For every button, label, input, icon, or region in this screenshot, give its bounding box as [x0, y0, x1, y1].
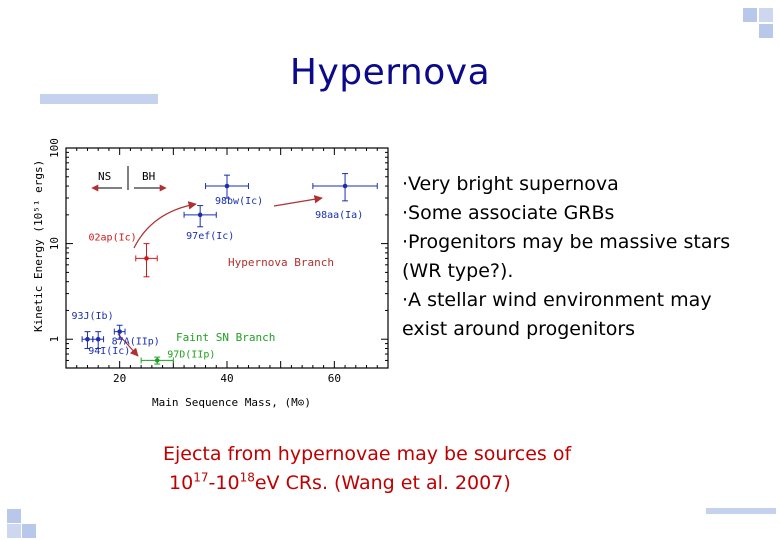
bullet-line: exist around progenitors [402, 318, 636, 340]
bullet-list: ·Very bright supernova ·Some associate G… [402, 170, 772, 344]
point-marker [154, 358, 160, 363]
bullet-line: ·Some associate GRBs [402, 202, 615, 224]
data-point: 98bw(Ic) [205, 174, 263, 207]
caption: Ejecta from hypernovae may be sources of… [163, 440, 571, 498]
y-tick-label: 10 [48, 237, 61, 250]
point-label: 93J(Ib) [71, 311, 113, 322]
data-points: 98bw(Ic) 98aa(Ia) 97ef(Ic) 02ap(Ic) 93J(Ib) 9… [71, 173, 378, 365]
ns-label: NS [98, 170, 111, 183]
point-marker [144, 256, 149, 261]
decor-square-top-right-3 [759, 24, 773, 38]
decor-bar-top-left [40, 94, 158, 104]
y-tick-label: 100 [48, 138, 61, 158]
point-marker [224, 183, 230, 189]
bullet-line: ·A stellar wind environment may [402, 289, 712, 311]
data-point: 97D(IIp) [140, 349, 215, 365]
point-label: 97D(IIp) [167, 349, 215, 360]
point-label: 94I(Ic) [88, 346, 130, 357]
point-label: 97ef(Ic) [186, 231, 234, 242]
bullet-line: ·Progenitors may be massive stars [402, 231, 731, 253]
x-axis-label: Main Sequence Mass, (M⊙) [152, 396, 311, 409]
hypernova-branch-arrow-2 [273, 195, 323, 207]
hypernova-branch-label: Hypernova Branch [228, 256, 334, 269]
bullet-line: ·Very bright supernova [402, 173, 619, 195]
decor-square-bottom-left-3 [22, 524, 36, 538]
faint-branch-label: Faint SN Branch [176, 331, 275, 344]
point-marker [117, 329, 122, 334]
decor-square-top-right-2 [759, 8, 773, 22]
faint-branch-arrow [117, 333, 139, 357]
caption-tail: eV CRs. (Wang et al. 2007) [254, 472, 511, 494]
point-marker [197, 212, 203, 218]
hypernova-branch-arrow-1 [133, 201, 197, 249]
x-tick-label: 40 [220, 372, 233, 385]
hypernova-energy-chart: 20 40 60 1 10 100 Main Sequence Mass, (M⊙) K… [32, 138, 389, 409]
point-marker [95, 336, 101, 342]
caption-base-2: 10 [215, 472, 240, 494]
y-axis-label: Kinetic Energy (10⁵¹ ergs) [32, 160, 45, 332]
slide-title: Hypernova [289, 52, 491, 93]
data-point: 87A(IIp) [112, 324, 160, 348]
x-tick-label: 60 [328, 372, 341, 385]
bullet-line: (WR type?). [402, 260, 514, 282]
point-label: 98bw(Ic) [215, 196, 263, 207]
bh-label: BH [142, 170, 155, 183]
y-tick-label: 1 [48, 336, 61, 343]
caption-line-2: 1017-1018eV CRs. (Wang et al. 2007) [163, 469, 571, 498]
caption-dash: - [208, 472, 216, 494]
data-point: 93J(Ib) [71, 311, 114, 349]
data-point: 97ef(Ic) [183, 205, 234, 242]
decor-square-bottom-left-2 [7, 524, 21, 538]
caption-line-1: Ejecta from hypernovae may be sources of [163, 443, 572, 465]
caption-exp-1: 17 [193, 470, 209, 485]
caption-exp-2: 18 [239, 470, 255, 485]
y-tick-labels: 1 10 100 [48, 138, 61, 342]
point-label: 02ap(Ic) [89, 232, 137, 243]
data-point: 02ap(Ic) [89, 232, 158, 278]
point-marker [342, 183, 348, 189]
decor-square-top-right-1 [743, 8, 757, 22]
x-tick-label: 20 [113, 372, 126, 385]
caption-base-1: 10 [169, 472, 194, 494]
axis-ticks [65, 148, 389, 369]
decor-bar-bottom-right [706, 508, 776, 514]
point-marker [85, 336, 90, 342]
decor-square-bottom-left-1 [7, 509, 21, 523]
point-label: 98aa(Ia) [315, 210, 363, 221]
data-point: 94I(Ic) [88, 331, 130, 357]
data-point: 98aa(Ia) [312, 173, 378, 221]
point-label: 87A(IIp) [112, 337, 160, 348]
x-tick-labels: 20 40 60 [113, 372, 341, 385]
